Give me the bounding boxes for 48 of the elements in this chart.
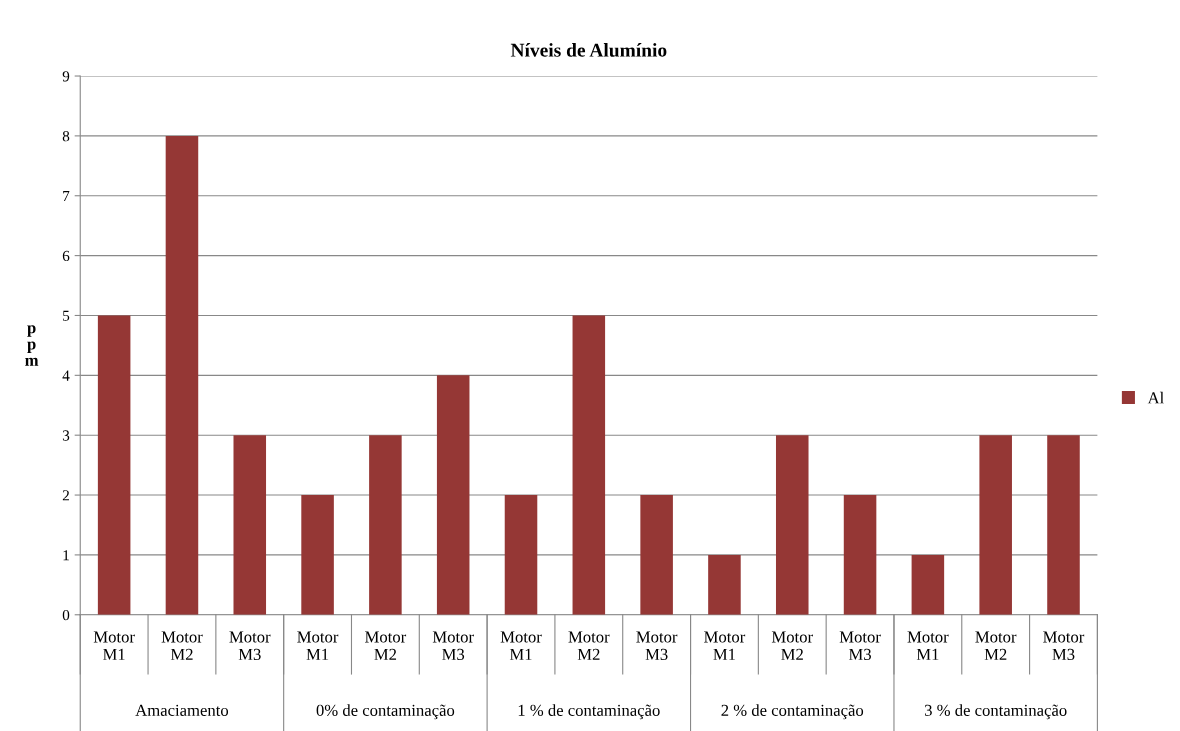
x-tick-label: Motor M2 [161, 631, 203, 660]
y-tick-label: 3 [62, 430, 70, 441]
y-tick-label: 4 [62, 370, 70, 381]
bar [979, 435, 1012, 615]
x-tick-label: Motor M2 [365, 631, 407, 660]
bar [233, 435, 267, 615]
x-tick-label: Motor M2 [568, 631, 610, 660]
bar [504, 495, 538, 615]
bar [1047, 435, 1080, 615]
y-tick-label: 9 [62, 71, 70, 82]
x-tick-label: Motor M3 [229, 631, 271, 660]
x-tick-label: Motor M3 [1043, 631, 1085, 660]
y-tick-label: 8 [62, 131, 70, 142]
x-tick-label: Motor M1 [93, 631, 135, 660]
x-tick-label: Motor M1 [500, 631, 542, 660]
y-tick-label: 1 [63, 550, 69, 561]
y-tick-label: 5 [63, 310, 70, 321]
x-tick-label: Motor M3 [636, 631, 678, 660]
bar [436, 375, 470, 615]
bar [843, 495, 877, 615]
y-tick-label: 6 [62, 250, 70, 262]
y-axis-title: ppm [25, 325, 39, 366]
text: 2 % de contaminação [721, 704, 864, 720]
x-tick-label: Motor M1 [907, 631, 949, 660]
bar [572, 315, 606, 615]
x-tick-label: Motor M1 [704, 631, 746, 660]
bar [165, 135, 199, 615]
text: 1 % de contaminação [518, 704, 660, 720]
x-tick-label: Motor M3 [839, 631, 881, 660]
bar [708, 554, 741, 615]
text: 0% de contaminação [316, 704, 455, 720]
x-tick-label: Motor M3 [432, 631, 474, 660]
bar [97, 315, 131, 615]
x-tick-label: Motor M1 [297, 631, 339, 660]
y-tick-label: 7 [63, 191, 70, 202]
bar [369, 435, 402, 615]
y-tick-label: 0 [62, 609, 70, 621]
legend-label: Al [1147, 391, 1164, 404]
x-tick-label: Motor M2 [975, 631, 1017, 660]
chart-title: Níveis de Alumínio [510, 43, 667, 57]
bar [775, 435, 809, 615]
text: Amaciamento [135, 704, 229, 716]
y-tick-label: 2 [62, 490, 69, 501]
text: 3 % de contaminação [924, 704, 1067, 720]
bar [640, 495, 673, 615]
bar [301, 495, 334, 615]
bar [911, 554, 945, 615]
x-tick-label: Motor M2 [771, 631, 813, 660]
